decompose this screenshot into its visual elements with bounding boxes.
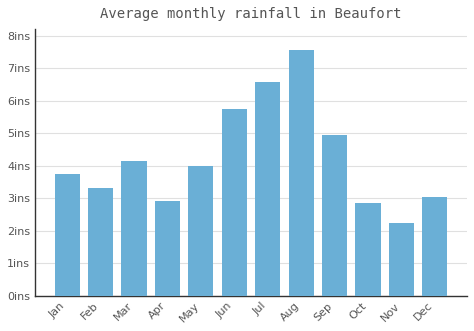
Bar	[188, 166, 213, 296]
Bar	[121, 161, 146, 296]
Bar	[88, 188, 113, 296]
Bar	[422, 197, 447, 296]
Bar	[255, 82, 280, 296]
Bar	[55, 174, 80, 296]
Bar	[289, 50, 314, 296]
Title: Average monthly rainfall in Beaufort: Average monthly rainfall in Beaufort	[100, 7, 402, 21]
Bar	[322, 135, 347, 296]
Bar	[222, 109, 247, 296]
Bar	[389, 222, 414, 296]
Bar	[155, 202, 180, 296]
Bar	[356, 203, 381, 296]
